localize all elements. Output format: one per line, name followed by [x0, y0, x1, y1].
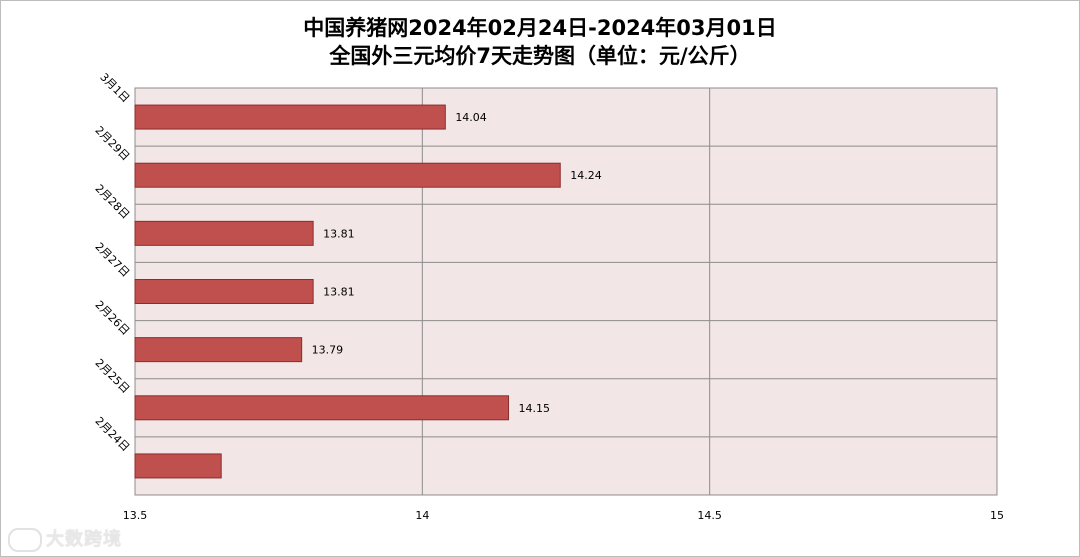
- data-label: 14.15: [519, 402, 551, 415]
- data-label: 14.04: [455, 111, 487, 124]
- data-label: 14.24: [570, 169, 602, 182]
- x-tick-label: 14: [415, 509, 429, 522]
- y-tick-label: 2月24日: [92, 414, 132, 454]
- watermark: 大数跨境: [8, 525, 122, 552]
- x-tick-label: 14.5: [697, 509, 722, 522]
- bar: [134, 395, 510, 421]
- data-label: 13.81: [323, 227, 355, 240]
- bar: [134, 453, 222, 479]
- y-tick-label: 2月28日: [92, 182, 132, 222]
- y-tick-label: 2月26日: [92, 298, 132, 338]
- watermark-logo-icon: [8, 528, 42, 552]
- x-tick-label: 13.5: [123, 509, 148, 522]
- bar: [134, 279, 314, 304]
- bar: [134, 337, 303, 363]
- data-label: 13.81: [323, 286, 355, 299]
- chart-title: 中国养猪网2024年02月24日-2024年03月01日 全国外三元均价7天走势…: [0, 14, 1080, 70]
- y-tick-label: 2月27日: [92, 240, 132, 280]
- chart-title-line-1: 中国养猪网2024年02月24日-2024年03月01日: [303, 16, 777, 40]
- bar: [134, 220, 314, 246]
- data-label: 13.79: [312, 344, 344, 357]
- y-tick-label: 2月29日: [92, 124, 132, 164]
- x-tick-label: 15: [990, 509, 1004, 522]
- y-tick-label: 2月25日: [92, 356, 132, 396]
- bar: [134, 162, 561, 188]
- chart-title-line-2: 全国外三元均价7天走势图（单位：元/公斤）: [329, 44, 751, 68]
- bar: [134, 104, 446, 130]
- y-tick-label: 3月1日: [97, 71, 132, 106]
- watermark-text: 大数跨境: [46, 529, 122, 550]
